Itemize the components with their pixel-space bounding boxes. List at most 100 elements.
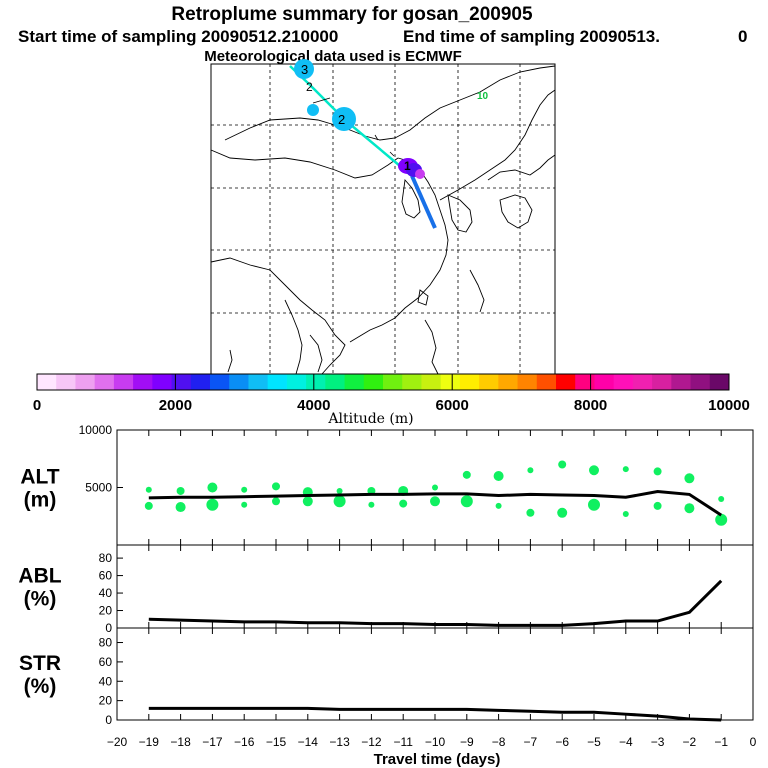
plume-dot [175,502,186,513]
colorbar-cell [652,374,672,390]
colorbar-tick-label: 6000 [436,397,469,414]
colorbar-cell [594,374,615,390]
plume-dot [399,499,408,508]
y-tick-label: 0 [105,713,112,727]
y-tick-label: 80 [99,636,113,650]
colorbar-cell [325,374,346,390]
y-tick-label: 40 [99,586,113,600]
x-tick-label: −20 [107,735,128,749]
colorbar-cell [459,374,480,390]
plume-blob-day2 [332,107,356,131]
colorbar-cell [402,374,422,390]
plume-dot [333,495,346,508]
colorbar-cell [306,374,326,390]
x-tick-label: −2 [683,735,697,749]
colorbar-cell [536,374,557,390]
x-tick-label: −5 [587,735,601,749]
x-tick-label: −7 [524,735,538,749]
colorbar-label: Altitude (m) [327,411,413,427]
colorbar-cell [613,374,634,390]
x-tick-label: −13 [329,735,350,749]
y-tick-label: 60 [99,569,113,583]
panel-alt: 10000 5000 ALT(m) [20,423,754,546]
colorbar-cell [517,374,538,390]
colorbar-cell [383,374,403,390]
plume-dot [144,501,153,510]
met-data-label: Meteorological data used is ECMWF [204,48,462,65]
plume-dot [272,497,280,506]
time-series-panels: 100005000ALT(m)806040200ABL(%)806040200S… [18,423,756,749]
y-tick-label: 80 [99,551,113,565]
plume-blob-day3 [294,59,314,79]
colorbar-cell [344,374,365,390]
map-number-2b: 2 [338,112,345,127]
colorbar-cell [556,374,576,390]
colorbar-cell [709,374,730,390]
colorbar-cell [363,374,384,390]
plume-dot [622,466,629,473]
colorbar-cell [632,374,653,390]
panel-abl: 80 60 40 20 0 ABL(%) [18,544,754,635]
colorbar-tick-label: 4000 [297,397,330,414]
map-number-3: 3 [301,62,308,77]
panel-label: ABL [18,565,61,588]
x-tick-label: −8 [492,735,506,749]
y-tick-label: 10000 [79,423,113,437]
plume-dot [718,496,725,502]
x-tick-label: −16 [234,735,255,749]
colorbar-cell [210,374,230,390]
plume-dot [527,467,534,474]
plume-dot [241,486,248,493]
plume-dot [302,496,313,507]
series-line-str [148,706,722,722]
plume-dot [653,467,662,476]
colorbar: 0 2000 4000 6000 8000 10000 Altitude (m) [33,373,750,427]
x-tick-label: −14 [298,735,319,749]
plume-dot [145,486,152,493]
colorbar-cell [671,374,692,390]
plume-dot [493,471,504,481]
plume-dot [207,482,218,493]
x-tick-label: −15 [266,735,287,749]
panel-label: ALT [20,466,59,489]
colorbar-tick-label: 10000 [708,397,750,414]
end-time-tail: 0 [738,27,747,46]
panel-unit: (%) [24,675,57,698]
x-tick-label: 0 [750,735,757,749]
panel-frame [116,627,754,721]
colorbar-cell [75,374,96,390]
x-tick-label: −9 [460,735,474,749]
map-coastlines [210,65,556,375]
y-tick-label: 60 [99,655,113,669]
plume-dot [715,513,728,526]
colorbar-tick-label: 2000 [159,397,192,414]
plume-dot [368,501,375,508]
colorbar-cell [498,374,519,390]
plume-dot [589,465,599,476]
plume-dot [684,473,695,484]
x-tick-label: −18 [170,735,191,749]
map-number-10: 10 [477,91,489,102]
x-tick-label: −1 [714,735,728,749]
plume-dot [272,482,280,491]
y-tick-label: 20 [99,604,113,618]
map-gridlines [211,64,555,374]
y-tick-label: 40 [99,674,113,688]
plume-dot [557,507,568,518]
plume-dot [684,503,695,514]
colorbar-cell [133,374,153,390]
colorbar-cell [94,374,115,390]
plume-dot [653,501,662,510]
y-tick-label: 5000 [85,481,112,495]
plume-dot [622,510,629,517]
plume-trajectory: 3 2 2 1 10 [289,59,489,229]
colorbar-cell [575,374,595,390]
x-tick-label: −11 [393,735,413,749]
plume-dot [432,484,438,491]
colorbar-cell [440,374,461,390]
colorbar-cell [248,374,269,390]
colorbar-cell [190,374,211,390]
plume-dot [176,486,185,495]
series-line-abl [148,579,723,627]
